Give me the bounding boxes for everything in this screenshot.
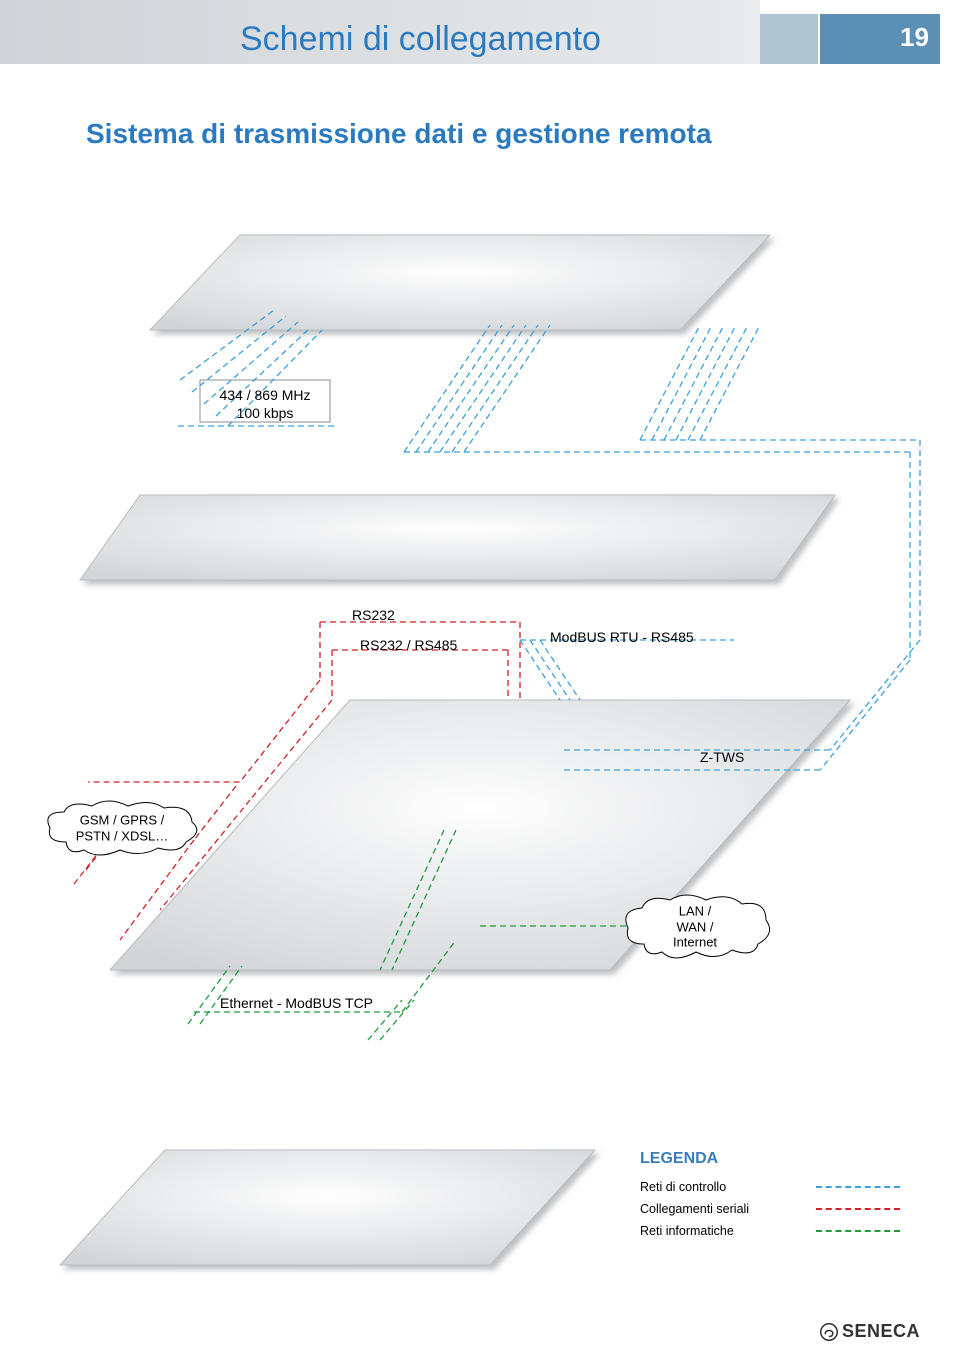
legend-label: Collegamenti seriali: [640, 1202, 749, 1216]
legend-swatch: [816, 1230, 900, 1232]
legend-label: Reti informatiche: [640, 1224, 734, 1238]
page-subtitle: Sistema di trasmissione dati e gestione …: [86, 118, 712, 150]
legend-label: Reti di controllo: [640, 1180, 726, 1194]
cloud-lan: LAN /WAN /Internet: [620, 892, 770, 962]
legend: LEGENDA Reti di controllo Collegamenti s…: [640, 1150, 900, 1242]
label-ztws: Z-TWS: [700, 748, 744, 766]
label-rs232-485: RS232 / RS485: [360, 636, 457, 654]
plane-4: [60, 1150, 595, 1265]
footer-brand: SENECA: [820, 1321, 920, 1342]
footer-brand-text: SENECA: [842, 1321, 920, 1342]
page-title: Schemi di collegamento: [240, 20, 601, 59]
legend-swatch: [816, 1186, 900, 1188]
legend-swatch: [816, 1208, 900, 1210]
legend-title: LEGENDA: [640, 1150, 900, 1168]
header-bar: Schemi di collegamento 19: [0, 0, 960, 64]
label-rs232: RS232: [352, 606, 395, 624]
plane-1: [150, 235, 770, 330]
cloud-gsm-text: GSM / GPRS /PSTN / XDSL…: [40, 812, 204, 843]
serial-lines: [74, 622, 520, 940]
plane-2: [80, 495, 835, 580]
legend-row-0: Reti di controllo: [640, 1176, 900, 1198]
label-ethernet: Ethernet - ModBUS TCP: [220, 994, 373, 1012]
page-number: 19: [900, 22, 929, 53]
label-modbus-rtu: ModBUS RTU - RS485: [550, 628, 694, 646]
label-radio: 434 / 869 MHz100 kbps: [208, 386, 322, 422]
page-root: Schemi di collegamento 19 Sistema di tra…: [0, 0, 960, 1356]
control-network-lines: [178, 310, 920, 770]
cloud-gsm: GSM / GPRS /PSTN / XDSL…: [40, 798, 204, 858]
cloud-lan-text: LAN /WAN /Internet: [620, 904, 770, 951]
header-blue-shadow: [760, 14, 818, 64]
legend-row-1: Collegamenti seriali: [640, 1198, 900, 1220]
brand-icon: [820, 1323, 838, 1341]
legend-row-2: Reti informatiche: [640, 1220, 900, 1242]
